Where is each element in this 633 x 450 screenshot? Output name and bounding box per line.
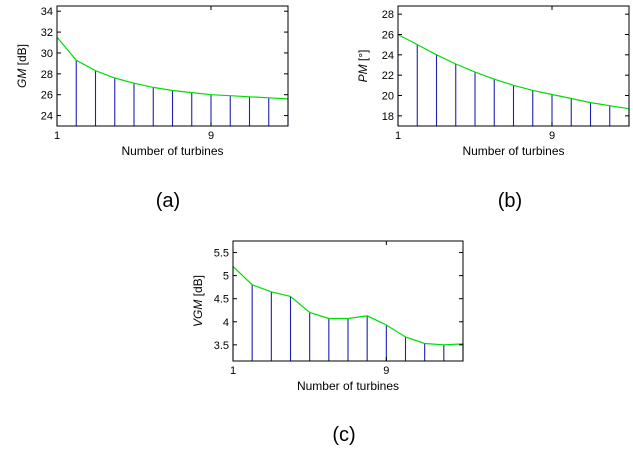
- xtick-label: 9: [383, 365, 389, 377]
- xtick-label: 9: [208, 130, 214, 142]
- ytick-label: 4.5: [214, 294, 229, 306]
- series-line-a: [56, 36, 289, 100]
- ytick-label: 34: [41, 6, 53, 18]
- x-axis-label: Number of turbines: [121, 144, 223, 158]
- ytick-label: 5.5: [214, 248, 229, 260]
- panel-label-b: (b): [498, 190, 522, 212]
- ytick-label: 26: [382, 29, 394, 41]
- y-axis-label: VGM [dB]: [191, 275, 205, 327]
- ytick-label: 26: [41, 90, 53, 102]
- y-axis-label: PM [°]: [356, 50, 370, 83]
- xtick-label: 1: [395, 130, 401, 142]
- ytick-label: 18: [382, 111, 394, 123]
- panel-label-a: (a): [156, 190, 180, 212]
- chart-a: 24 26 28 30 32 34 1 9 Number of turbines GM [dB] (…: [15, 5, 289, 212]
- x-axis-label: Number of turbines: [462, 144, 564, 158]
- ytick-label: 5: [223, 271, 229, 283]
- chart-c: 3.5 4 4.5 5 5.5 1 9 Number of turbines VGM [dB] (…: [191, 240, 464, 446]
- xtick-label: 9: [549, 130, 555, 142]
- xtick-label: 1: [230, 365, 236, 377]
- ytick-label: 28: [382, 9, 394, 21]
- series-line-b: [397, 33, 630, 110]
- ytick-label: 20: [382, 90, 394, 102]
- series-line-c: [232, 265, 464, 346]
- panel-label-c: (c): [332, 424, 355, 446]
- ytick-label: 24: [382, 50, 394, 62]
- ytick-label: 28: [41, 69, 53, 81]
- plot-frame-a: [56, 5, 289, 127]
- plot-frame-c: [232, 240, 464, 362]
- x-axis-label: Number of turbines: [297, 379, 399, 393]
- chart-b: 18 20 22 24 26 28 1 9 Number of turbines PM [°] (b…: [356, 5, 630, 212]
- y-axis-label: GM [dB]: [15, 44, 29, 88]
- xtick-label: 1: [54, 130, 60, 142]
- ytick-label: 32: [41, 27, 53, 39]
- ytick-label: 30: [41, 48, 53, 60]
- plot-frame-b: [397, 5, 630, 127]
- ytick-label: 22: [382, 70, 394, 82]
- ytick-label: 4: [223, 317, 229, 329]
- ytick-label: 24: [41, 111, 53, 123]
- ytick-label: 3.5: [214, 340, 229, 352]
